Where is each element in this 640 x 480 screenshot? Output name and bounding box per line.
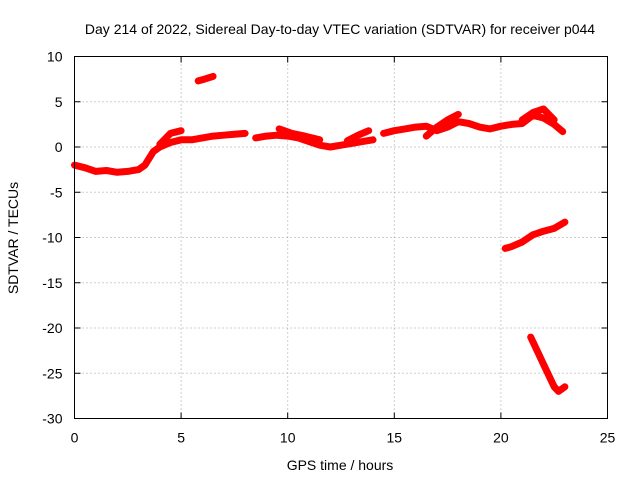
x-tick-label: 5 (177, 430, 185, 446)
plot-frame (74, 56, 608, 419)
x-axis-label: GPS time / hours (287, 457, 394, 473)
grid-lines (74, 56, 608, 419)
y-tick-labels: 10 5 0 -5 -10 -15 -20 -25 -30 (42, 49, 62, 427)
y-tick-label: 5 (55, 94, 63, 110)
series-main-track-3 (380, 111, 567, 137)
x-tick-label: 25 (600, 430, 616, 446)
y-tick-label: 0 (55, 139, 63, 155)
y-tick-label: -10 (42, 230, 62, 246)
y-tick-label: -20 (42, 320, 62, 336)
y-tick-label: -15 (42, 275, 62, 291)
y-tick-label: -30 (42, 411, 62, 427)
series-arc-10h (275, 125, 324, 144)
x-tick-labels: 0 5 10 15 20 25 (71, 430, 616, 446)
x-tick-label: 10 (280, 430, 296, 446)
y-axis-label: SDTVAR / TECUs (5, 182, 21, 294)
x-tick-label: 15 (387, 430, 403, 446)
series-arc-13h (343, 127, 373, 145)
series-short-arc-6h (194, 72, 217, 85)
data-series (71, 72, 569, 395)
series-main-track (71, 129, 249, 176)
chart-title: Day 214 of 2022, Sidereal Day-to-day VTE… (85, 21, 595, 37)
y-tick-label: -5 (50, 184, 63, 200)
x-tick-label: 20 (493, 430, 509, 446)
series-main-track-2 (252, 131, 377, 151)
series-arc-21h (518, 105, 558, 124)
series-negative-arc-1 (501, 218, 569, 252)
series-early-arc (156, 127, 185, 148)
series-negative-arc-2 (527, 333, 569, 395)
x-tick-label: 0 (71, 430, 79, 446)
y-tick-label: -25 (42, 365, 62, 381)
series-arc-17h (422, 110, 462, 140)
y-tick-label: 10 (47, 49, 63, 65)
